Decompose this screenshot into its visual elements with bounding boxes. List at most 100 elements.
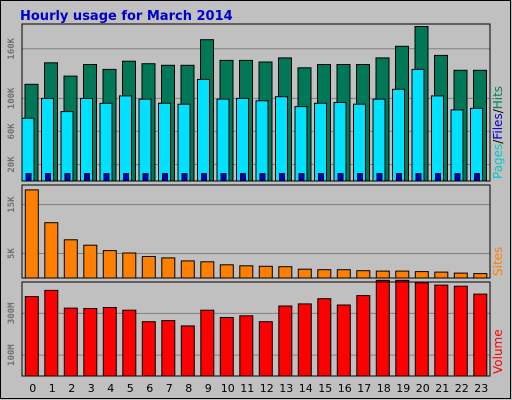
bar-pages-5 bbox=[123, 173, 129, 182]
bar-pages-8 bbox=[181, 173, 188, 182]
bar-pages-14 bbox=[298, 173, 305, 182]
x-tick-label-2: 2 bbox=[68, 382, 75, 395]
x-tick-label-19: 19 bbox=[396, 382, 410, 395]
bar-pages-18 bbox=[376, 173, 383, 182]
bar-pages-1 bbox=[45, 173, 51, 182]
bar-pages-11 bbox=[240, 173, 246, 182]
bar-files-21 bbox=[431, 95, 444, 182]
bar-files-15 bbox=[314, 102, 327, 182]
bar-sites-1 bbox=[44, 222, 59, 279]
legend-part: Pages bbox=[491, 144, 505, 179]
panel-sites-legend: Sites bbox=[491, 247, 505, 276]
bar-files-17 bbox=[353, 103, 366, 182]
x-tick-label-7: 7 bbox=[166, 382, 173, 395]
bar-volume-2 bbox=[63, 307, 78, 377]
bar-pages-6 bbox=[142, 173, 149, 182]
bar-sites-11 bbox=[239, 265, 254, 279]
x-tick-label-4: 4 bbox=[107, 382, 114, 395]
bar-volume-6 bbox=[141, 321, 156, 377]
x-tick-label-22: 22 bbox=[455, 382, 469, 395]
bar-files-11 bbox=[236, 97, 249, 182]
x-tick-label-17: 17 bbox=[357, 382, 371, 395]
bar-pages-21 bbox=[435, 173, 441, 182]
bar-volume-14 bbox=[297, 303, 312, 377]
bar-volume-11 bbox=[239, 315, 254, 377]
bar-sites-13 bbox=[278, 266, 293, 279]
bar-volume-3 bbox=[83, 308, 98, 377]
x-tick-label-13: 13 bbox=[279, 382, 293, 395]
bar-sites-17 bbox=[356, 270, 371, 279]
y-tick-label: 300M bbox=[7, 302, 17, 324]
bar-pages-2 bbox=[64, 173, 71, 182]
bar-sites-15 bbox=[317, 269, 332, 279]
bar-volume-9 bbox=[200, 309, 215, 377]
bar-pages-13 bbox=[279, 173, 285, 182]
bar-sites-14 bbox=[297, 268, 312, 279]
legend-part: / bbox=[491, 108, 505, 113]
bar-sites-21 bbox=[434, 271, 449, 279]
bar-pages-4 bbox=[103, 173, 110, 182]
x-tick-label-8: 8 bbox=[185, 382, 192, 395]
y-tick-label: 100M bbox=[7, 344, 17, 366]
bar-volume-12 bbox=[258, 321, 273, 377]
bar-pages-3 bbox=[84, 173, 90, 182]
y-tick-label: 100K bbox=[7, 87, 17, 109]
panel-volume-legend: Volume bbox=[491, 329, 505, 374]
bar-volume-5 bbox=[122, 309, 137, 377]
x-tick-label-16: 16 bbox=[338, 382, 352, 395]
bar-volume-15 bbox=[317, 298, 332, 377]
legend-part: Hits bbox=[491, 86, 505, 109]
bar-sites-8 bbox=[180, 260, 195, 279]
bar-sites-5 bbox=[122, 252, 137, 279]
y-tick-label: 20K bbox=[7, 156, 17, 173]
x-tick-label-3: 3 bbox=[88, 382, 95, 395]
chart-title: Hourly usage for March 2014 bbox=[20, 9, 233, 24]
y-tick-label: 60K bbox=[7, 123, 17, 140]
bar-files-3 bbox=[80, 97, 93, 182]
bar-files-13 bbox=[275, 96, 288, 182]
x-tick-label-12: 12 bbox=[260, 382, 274, 395]
x-tick-label-20: 20 bbox=[416, 382, 430, 395]
y-tick-label: 15K bbox=[7, 196, 17, 213]
bar-pages-23 bbox=[474, 173, 480, 182]
y-tick-label: 160K bbox=[7, 37, 17, 59]
bar-files-16 bbox=[333, 102, 347, 182]
x-axis: 0 1 2 3 4 5 6 7 8 9 10 11 12 13 14 15 16 17 18 19 20 21 22 23 bbox=[29, 382, 488, 395]
bar-sites-12 bbox=[258, 265, 273, 279]
bar-files-12 bbox=[255, 100, 269, 182]
x-tick-label-0: 0 bbox=[29, 382, 36, 395]
panel-sites-background bbox=[22, 185, 490, 278]
bar-sites-7 bbox=[161, 257, 176, 279]
bar-volume-8 bbox=[180, 325, 195, 377]
bar-files-22 bbox=[450, 109, 464, 182]
bar-files-18 bbox=[372, 98, 386, 182]
bar-pages-15 bbox=[318, 173, 324, 182]
bar-sites-3 bbox=[83, 244, 98, 279]
bar-volume-16 bbox=[336, 304, 351, 377]
bar-pages-7 bbox=[162, 173, 168, 182]
x-tick-label-6: 6 bbox=[146, 382, 153, 395]
panel-traffic-legend: Pages/Files/Hits bbox=[491, 86, 505, 179]
bar-files-19 bbox=[392, 88, 405, 182]
legend-part: Sites bbox=[491, 247, 505, 276]
bar-sites-19 bbox=[395, 270, 410, 279]
bar-sites-0 bbox=[24, 189, 39, 279]
bar-volume-13 bbox=[278, 305, 293, 377]
panel-sites-frame bbox=[21, 184, 491, 279]
bar-sites-20 bbox=[414, 271, 429, 279]
y-tick-label: 5K bbox=[7, 248, 17, 259]
bar-files-4 bbox=[99, 102, 113, 182]
bar-volume-17 bbox=[356, 295, 371, 377]
bar-files-1 bbox=[41, 97, 54, 182]
bar-pages-0 bbox=[25, 173, 32, 182]
x-tick-label-18: 18 bbox=[377, 382, 391, 395]
bar-pages-22 bbox=[454, 173, 461, 182]
bar-sites-4 bbox=[102, 250, 117, 279]
x-tick-label-23: 23 bbox=[474, 382, 488, 395]
panel-volume-background bbox=[22, 282, 490, 376]
bar-volume-10 bbox=[219, 317, 234, 377]
legend-part: / bbox=[491, 139, 505, 144]
bar-pages-10 bbox=[220, 173, 227, 182]
bar-volume-19 bbox=[395, 279, 410, 377]
